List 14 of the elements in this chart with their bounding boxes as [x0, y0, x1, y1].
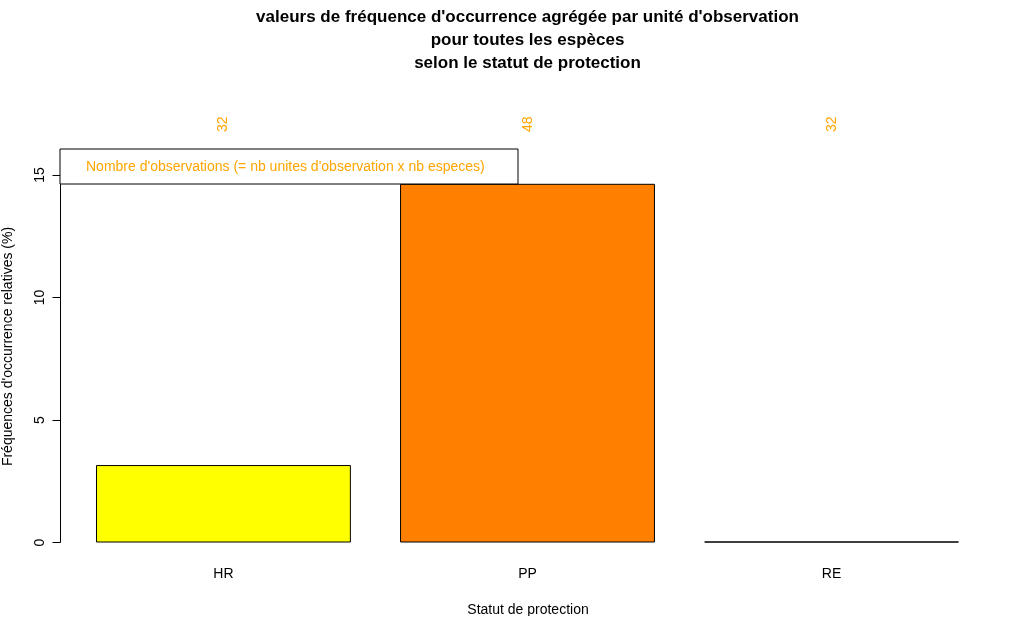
x-tick-label: PP	[518, 564, 537, 581]
x-axis-title: Statut de protection	[467, 600, 589, 617]
chart-title: valeurs de fréquence d'occurrence agrégée par unité d'observation pour toutes les espèces selon le statut de protection	[256, 7, 799, 73]
y-tick-label: 15	[30, 167, 47, 183]
y-tick-label: 0	[30, 538, 47, 547]
y-axis-title: Fréquences d'occurrence relatives (%)	[0, 226, 15, 467]
x-tick-label: HR	[213, 564, 234, 581]
text: 32	[214, 116, 231, 132]
text: 48	[518, 116, 535, 132]
annotation: Nombre d'observations (= nb unites d'observation x nb especes)	[86, 158, 485, 174]
y-tick-label: 5	[30, 415, 47, 424]
text: 32	[822, 116, 839, 132]
x-tick-label: RE	[821, 564, 842, 581]
y-tick-label: 10	[30, 289, 47, 306]
